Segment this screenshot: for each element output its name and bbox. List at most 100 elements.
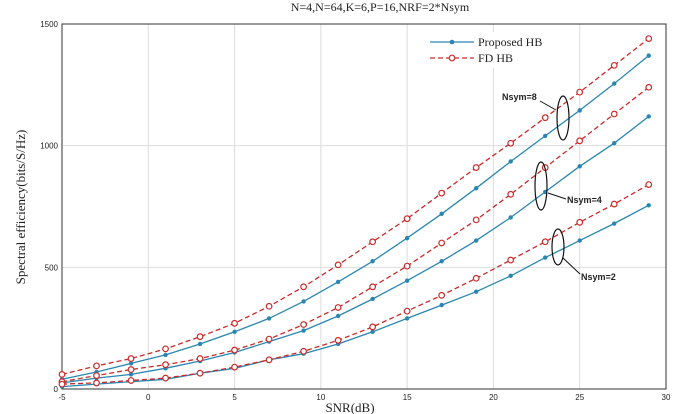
data-point (300, 283, 308, 291)
data-point (369, 238, 377, 246)
data-point (473, 289, 479, 294)
annotation-ellipse (556, 95, 570, 141)
data-point (128, 372, 134, 377)
annotations: Nsym=8 Nsym=4 Nsym=2 (502, 92, 616, 282)
y-axis-label: Spectral efficiency(bits/S/Hz) (13, 130, 28, 285)
data-point (610, 200, 618, 208)
data-point (265, 356, 273, 364)
data-point (610, 110, 618, 118)
data-point (576, 88, 584, 96)
data-point (232, 329, 237, 335)
data-point (93, 362, 100, 370)
data-point (439, 302, 444, 308)
data-point (127, 377, 135, 384)
data-point (334, 336, 342, 344)
series-line (61, 184, 650, 385)
data-point (438, 189, 446, 197)
data-point (612, 81, 617, 86)
data-point (231, 363, 238, 371)
data-point (508, 159, 513, 164)
annotation-label: Nsym=8 (502, 92, 537, 102)
series-nsym-8-fd-hb (58, 35, 653, 378)
annotation-arrow (547, 192, 567, 200)
data-point (404, 316, 410, 321)
data-point (508, 215, 513, 220)
x-tick-label: 10 (316, 393, 325, 402)
data-point (577, 164, 582, 169)
annotation-ellipse (534, 161, 548, 211)
data-point (58, 380, 66, 388)
legend-entry-proposed: Proposed HB (430, 35, 542, 49)
data-point (196, 355, 204, 362)
x-tick-label: 20 (489, 393, 498, 402)
annotation-label: Nsym=4 (567, 195, 602, 205)
legend-box (418, 32, 568, 68)
data-point (576, 137, 584, 145)
data-point (334, 304, 342, 311)
data-point (163, 352, 168, 358)
data-point (612, 221, 617, 226)
data-point (439, 259, 444, 264)
legend-marker-proposed (449, 39, 455, 45)
data-point (231, 319, 238, 327)
legend-label-proposed: Proposed HB (478, 35, 542, 49)
data-point (369, 283, 377, 291)
data-point (196, 369, 204, 377)
data-point (438, 239, 446, 247)
annotation-label: Nsym=2 (581, 272, 616, 282)
data-point (645, 181, 653, 189)
data-point (473, 186, 479, 191)
x-tick-label: 5 (232, 393, 237, 402)
data-point (162, 361, 169, 369)
x-tick-label: 0 (146, 393, 151, 402)
x-tick-label: -5 (58, 393, 66, 402)
data-point (300, 347, 308, 355)
series-line (61, 38, 650, 376)
series-nsym-4-fd-hb (58, 83, 653, 386)
y-tick-label: 1500 (40, 20, 58, 29)
data-point (646, 114, 651, 119)
series-lines (58, 35, 653, 389)
series-nsym-4-proposed-hb (59, 114, 651, 386)
data-point (231, 346, 238, 354)
data-point (541, 114, 549, 122)
data-point (196, 333, 204, 341)
data-point (265, 335, 273, 343)
data-point (300, 321, 308, 328)
data-point (93, 379, 100, 387)
data-point (301, 299, 306, 304)
x-tick-label: 25 (575, 393, 584, 402)
data-point (127, 355, 135, 362)
data-point (93, 372, 100, 380)
legend-entry-fd: FD HB (430, 51, 513, 65)
data-point (403, 262, 411, 270)
data-point (646, 203, 651, 208)
data-point (128, 361, 134, 366)
data-point (127, 366, 135, 373)
data-point (162, 374, 169, 382)
data-point (439, 211, 444, 216)
series-line (61, 115, 650, 384)
data-point (612, 141, 617, 146)
data-point (369, 323, 377, 331)
data-point (265, 302, 273, 310)
annotation-ellipse (551, 228, 565, 266)
data-point (473, 238, 479, 243)
legend-label-fd: FD HB (478, 51, 513, 65)
series-line (61, 204, 650, 388)
series-line (61, 86, 650, 383)
x-axis-label: SNR(dB) (325, 400, 374, 414)
data-point (541, 238, 549, 246)
data-point (508, 273, 513, 279)
data-point (58, 371, 66, 378)
y-tick-label: 0 (54, 385, 59, 394)
data-point (507, 190, 515, 198)
data-point (370, 296, 375, 302)
data-point (335, 313, 341, 319)
x-tick-label: 15 (403, 393, 412, 402)
legend: Proposed HB FD HB (418, 32, 568, 68)
plot-frame (61, 23, 667, 390)
data-point (266, 316, 272, 321)
